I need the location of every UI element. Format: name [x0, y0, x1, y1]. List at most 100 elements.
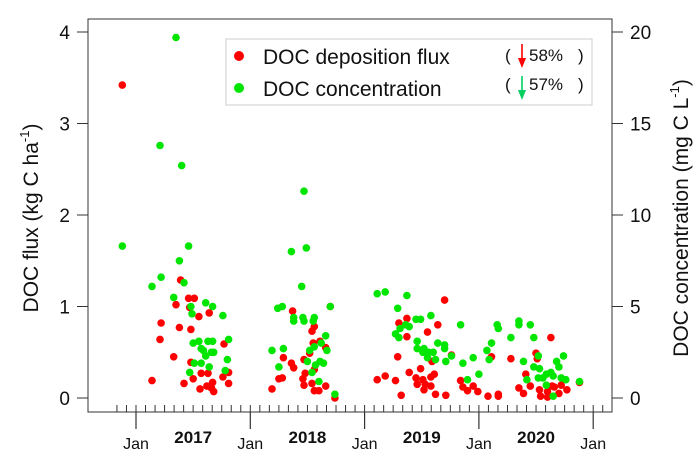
concentration-point — [429, 348, 438, 357]
flux-point — [413, 380, 422, 389]
concentration-point — [395, 333, 403, 342]
flux-point — [205, 309, 213, 317]
concentration-point — [309, 317, 318, 325]
concentration-point — [323, 346, 331, 355]
y-left-tick-label: 3 — [59, 115, 70, 136]
concentration-point — [475, 370, 483, 379]
y-right-tick-label: 0 — [630, 389, 641, 410]
concentration-point — [148, 282, 156, 291]
concentration-point — [427, 311, 435, 320]
flux-point — [440, 296, 449, 304]
concentration-point — [326, 302, 335, 311]
flux-point — [543, 393, 552, 401]
concentration-point — [431, 355, 440, 364]
concentration-point — [549, 372, 557, 380]
concentration-point — [405, 322, 414, 331]
flux-point — [484, 392, 492, 401]
axis-ticks: Jan Jan Jan Jan Jan 2017 2018 2019 2020 0 1 2 3 4 0 5 10… — [59, 23, 651, 453]
concentration-point — [315, 377, 323, 386]
flux-point — [403, 332, 411, 341]
concentration-point — [268, 346, 276, 355]
flux-point — [494, 392, 503, 401]
flux-point — [289, 364, 298, 372]
flux-point — [536, 392, 545, 401]
concentration-point — [459, 359, 467, 368]
concentration-point — [184, 242, 193, 250]
flux-point — [427, 382, 435, 390]
flux-point — [416, 364, 425, 373]
flux-point — [209, 387, 218, 396]
concentration-point — [219, 311, 227, 320]
flux-point — [180, 379, 188, 388]
y-right-tick-label: 5 — [630, 298, 641, 319]
concentration-point — [393, 304, 402, 313]
flux-point — [184, 294, 193, 303]
concentration-point — [507, 333, 515, 342]
flux-point — [393, 353, 402, 361]
flux-point — [321, 382, 330, 390]
down-arrow-icon — [518, 76, 526, 100]
concentration-point — [305, 346, 314, 355]
flux-point — [308, 327, 316, 336]
flux-point — [548, 382, 556, 390]
concentration-point — [423, 353, 432, 362]
concentration-point — [396, 324, 404, 333]
concentration-point — [308, 368, 316, 377]
concentration-point — [156, 141, 164, 150]
concentration-point — [197, 359, 205, 368]
flux-point — [515, 384, 523, 392]
concentration-point — [483, 346, 491, 355]
concentration-point — [287, 247, 296, 256]
concentration-point — [208, 302, 217, 311]
flux-point — [172, 300, 180, 309]
flux-point — [308, 379, 316, 388]
flux-point — [431, 390, 440, 399]
flux-point — [474, 387, 482, 396]
concentration-point — [381, 288, 390, 296]
concentration-point — [440, 344, 449, 353]
flux-point — [278, 374, 287, 382]
flux-point — [195, 312, 203, 321]
concentration-point — [559, 352, 568, 360]
flux-point — [434, 321, 442, 329]
flux-point — [469, 382, 478, 390]
concentration-point — [319, 359, 328, 368]
flux-point — [405, 368, 414, 377]
concentration-point — [575, 377, 584, 386]
flux-point — [412, 374, 420, 382]
concentration-point — [373, 289, 382, 298]
flux-point — [148, 376, 156, 385]
flux-point — [519, 389, 528, 398]
concentration-point — [562, 375, 570, 384]
flux-point — [169, 353, 178, 361]
concentration-point — [542, 381, 551, 390]
x-tick-label: Jan — [352, 436, 378, 453]
concentration-point — [187, 302, 195, 311]
data-points — [118, 33, 584, 402]
concentration-point — [311, 361, 320, 369]
concentration-point — [549, 392, 557, 401]
y-left-tick-label: 2 — [59, 206, 70, 227]
flux-point — [118, 81, 127, 89]
flux-point — [219, 373, 227, 381]
down-arrow-icon — [518, 44, 526, 68]
flux-point — [397, 391, 406, 400]
concentration-point — [416, 315, 425, 324]
flux-point — [526, 382, 535, 390]
y-left-tick-label: 4 — [59, 23, 70, 44]
flux-point — [442, 391, 450, 400]
concentration-point — [403, 291, 411, 300]
y-right-tick-label: 10 — [630, 206, 651, 227]
legend-change-open-concentration: ( — [505, 75, 511, 94]
concentration-point — [302, 244, 311, 252]
concentration-point — [279, 344, 288, 353]
flux-point — [423, 328, 432, 336]
legend-change-close-concentration: ) — [578, 75, 584, 94]
concentration-point — [317, 339, 326, 347]
flux-point — [189, 375, 197, 383]
concentration-point — [297, 282, 306, 291]
y-left-tick-label: 0 — [59, 389, 70, 410]
concentration-point — [205, 363, 213, 371]
flux-point — [197, 369, 205, 378]
